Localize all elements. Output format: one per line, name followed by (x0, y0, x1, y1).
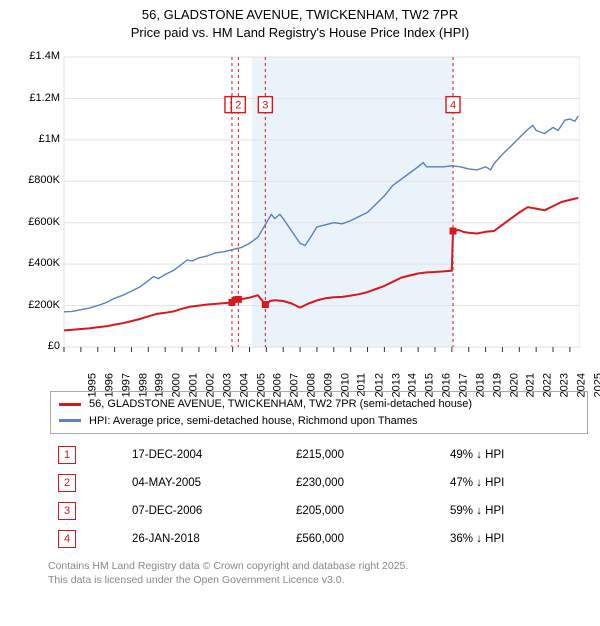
legend: 56, GLADSTONE AVENUE, TWICKENHAM, TW2 7P… (50, 391, 588, 434)
marker-delta: 59% ↓ HPI (444, 498, 568, 524)
x-tick-label: 2025 (592, 373, 600, 397)
marker-date: 17-DEC-2004 (126, 442, 288, 468)
marker-row: 2 04-MAY-2005£230,00047% ↓ HPI (52, 470, 568, 496)
legend-swatch-hpi (59, 419, 81, 422)
marker-index: 2 (58, 474, 76, 492)
marker-index: 4 (58, 530, 76, 548)
y-tick-label: £0 (48, 340, 60, 352)
footer: Contains HM Land Registry data © Crown c… (48, 560, 588, 587)
marker-delta: 36% ↓ HPI (444, 526, 568, 552)
title-line-1: 56, GLADSTONE AVENUE, TWICKENHAM, TW2 7P… (0, 6, 600, 24)
marker-date: 04-MAY-2005 (126, 470, 288, 496)
title-line-2: Price paid vs. HM Land Registry's House … (0, 24, 600, 42)
marker-price: £215,000 (290, 442, 442, 468)
marker-price: £205,000 (290, 498, 442, 524)
svg-text:2: 2 (235, 100, 241, 112)
y-tick-label: £1.2M (29, 92, 60, 104)
svg-text:4: 4 (450, 100, 456, 112)
marker-date: 26-JAN-2018 (126, 526, 288, 552)
marker-row: 1 17-DEC-2004£215,00049% ↓ HPI (52, 442, 568, 468)
marker-index: 3 (58, 502, 76, 520)
legend-label-hpi: HPI: Average price, semi-detached house,… (89, 413, 418, 430)
chart: 1234 £0£200K£400K£600K£800K£1M£1.2M£1.4M… (20, 47, 580, 387)
marker-price: £560,000 (290, 526, 442, 552)
legend-item-hpi: HPI: Average price, semi-detached house,… (59, 413, 579, 430)
legend-label-subject: 56, GLADSTONE AVENUE, TWICKENHAM, TW2 7P… (89, 396, 472, 413)
marker-delta: 49% ↓ HPI (444, 442, 568, 468)
marker-delta: 47% ↓ HPI (444, 470, 568, 496)
y-tick-label: £800K (28, 174, 60, 186)
legend-swatch-subject (59, 403, 81, 407)
y-tick-label: £400K (28, 257, 60, 269)
chart-svg: 1234 (20, 47, 580, 387)
marker-table: 1 17-DEC-2004£215,00049% ↓ HPI 2 04-MAY-200… (50, 440, 570, 554)
marker-price: £230,000 (290, 470, 442, 496)
marker-index: 1 (58, 446, 76, 464)
marker-date: 07-DEC-2006 (126, 498, 288, 524)
marker-row: 4 26-JAN-2018£560,00036% ↓ HPI (52, 526, 568, 552)
footer-line-2: This data is licensed under the Open Gov… (48, 574, 588, 588)
y-tick-label: £200K (28, 299, 60, 311)
svg-text:3: 3 (262, 100, 268, 112)
chart-title: 56, GLADSTONE AVENUE, TWICKENHAM, TW2 7P… (0, 6, 600, 41)
footer-line-1: Contains HM Land Registry data © Crown c… (48, 560, 588, 574)
y-tick-label: £600K (28, 216, 60, 228)
y-tick-label: £1M (39, 133, 60, 145)
marker-row: 3 07-DEC-2006£205,00059% ↓ HPI (52, 498, 568, 524)
y-tick-label: £1.4M (29, 50, 60, 62)
legend-item-subject: 56, GLADSTONE AVENUE, TWICKENHAM, TW2 7P… (59, 396, 579, 413)
